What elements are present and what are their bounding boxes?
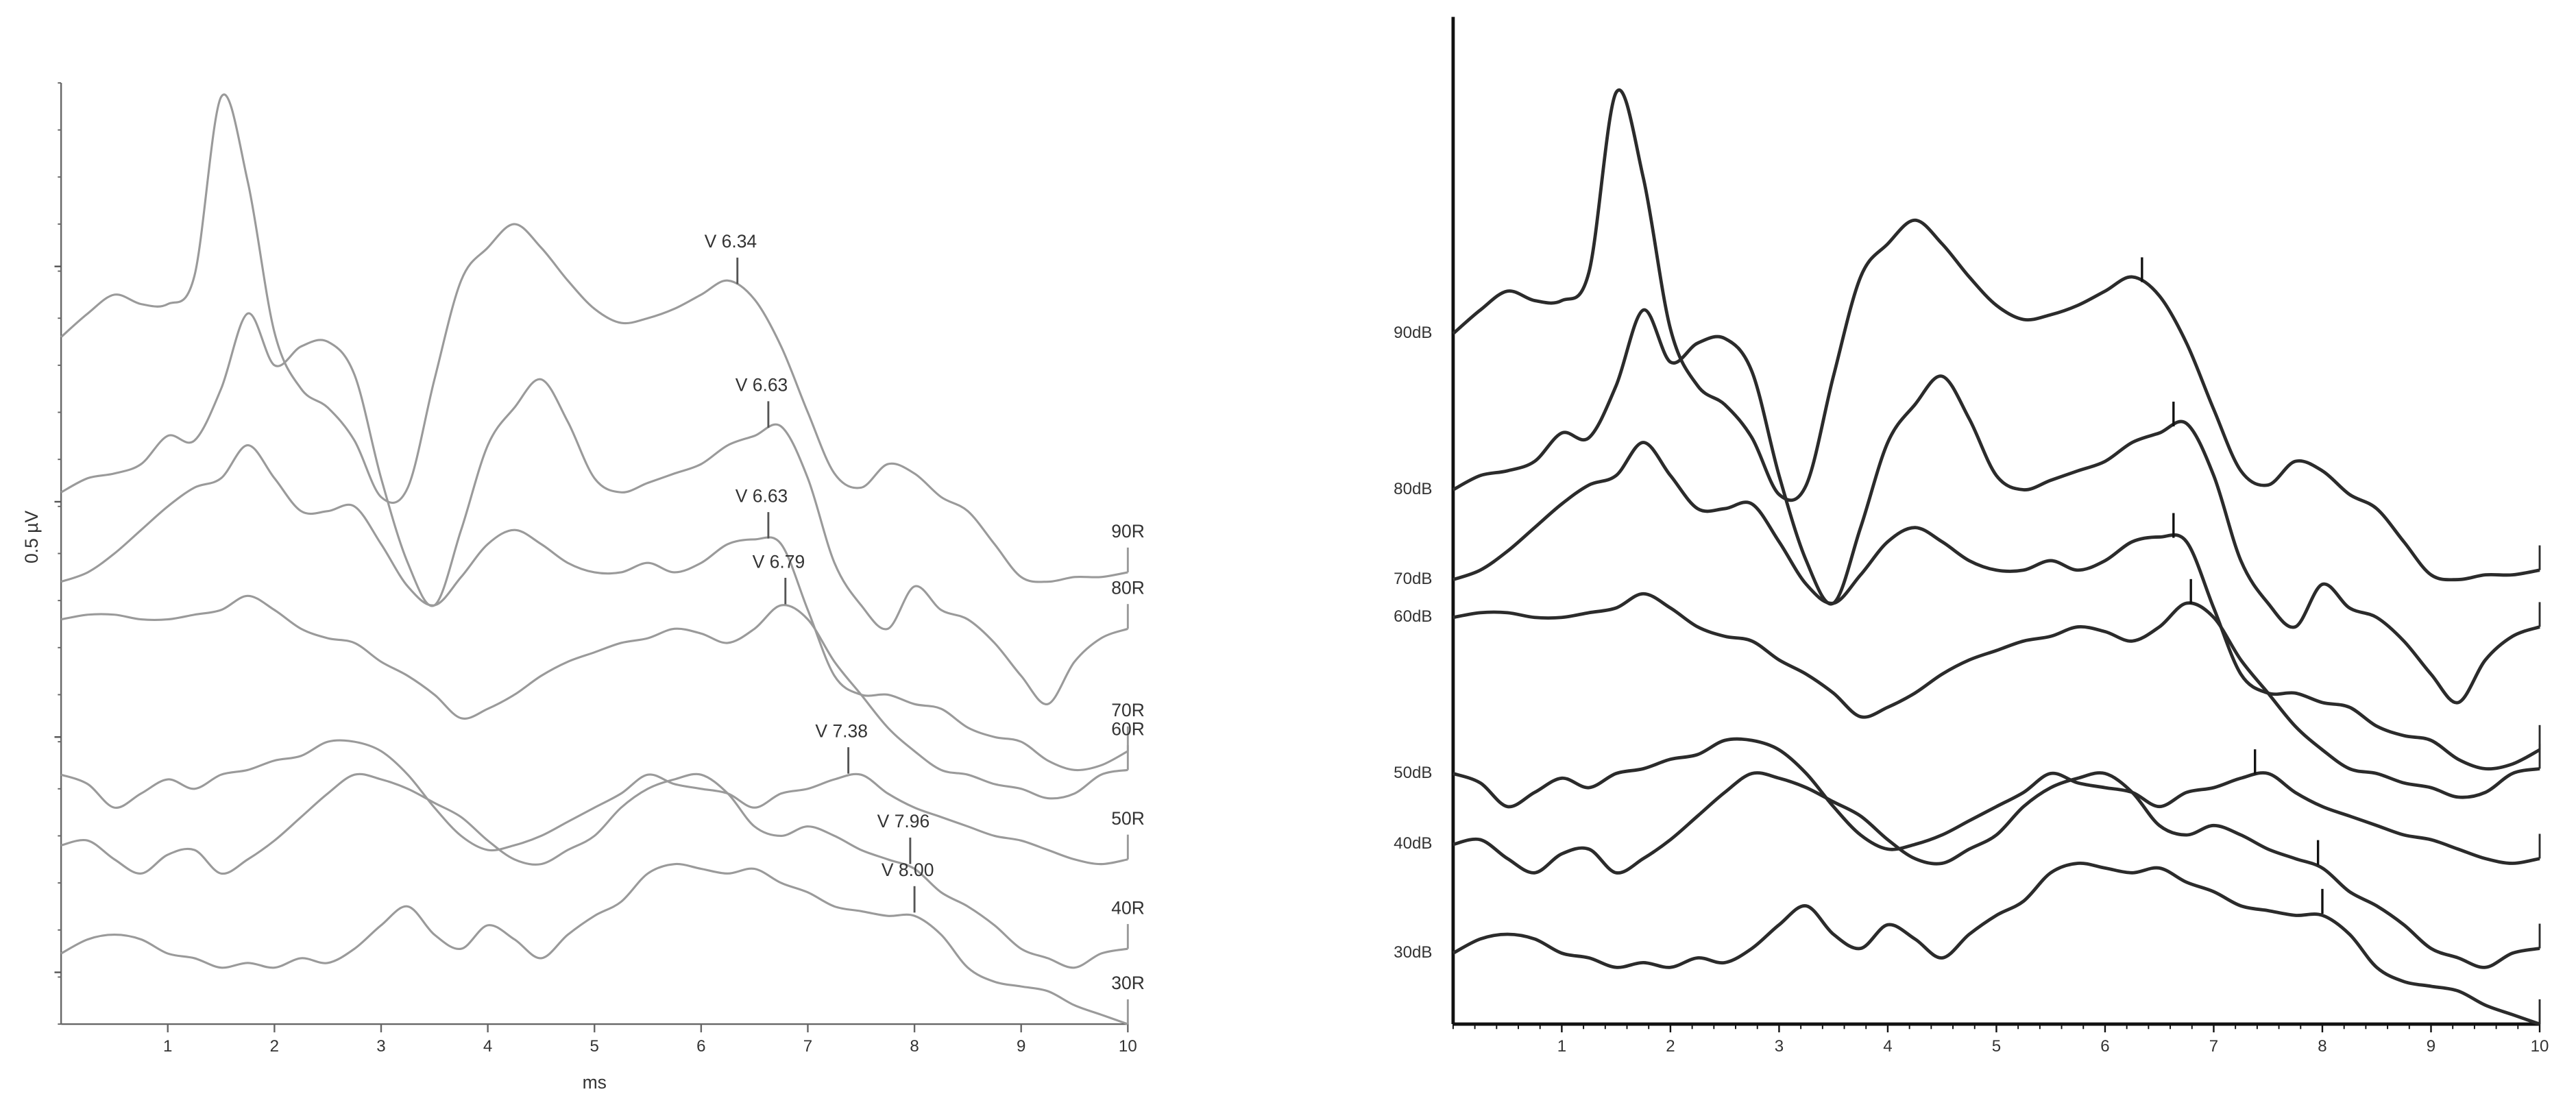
waveform xyxy=(1452,88,2540,582)
peak-label: V 7.38 xyxy=(815,720,868,741)
x-tick-label: 3 xyxy=(1775,1037,1784,1056)
x-tick-label: 4 xyxy=(483,1037,492,1056)
waveform xyxy=(60,862,1128,1025)
x-tick-label: 5 xyxy=(1992,1037,2001,1056)
x-tick-label: 7 xyxy=(803,1037,812,1056)
peak-label: V 6.63 xyxy=(736,375,788,396)
waveform xyxy=(1453,737,2540,865)
waveform xyxy=(1453,771,2540,969)
series-label: 80dB xyxy=(1394,480,1432,498)
x-tick-label: 6 xyxy=(2100,1037,2109,1056)
x-tick-label: 2 xyxy=(270,1037,279,1056)
series-label: 60R xyxy=(1111,719,1145,740)
x-tick-label: 5 xyxy=(590,1037,599,1056)
waveform xyxy=(1453,592,2540,799)
x-tick-label: 2 xyxy=(1666,1037,1675,1056)
series-label: 80R xyxy=(1111,578,1145,598)
x-tick-label: 9 xyxy=(1017,1037,1025,1056)
peak-label: V 8.00 xyxy=(882,860,934,880)
series-label: 40R xyxy=(1111,897,1145,918)
series-label: 30dB xyxy=(1394,943,1432,962)
series-label: 30R xyxy=(1111,973,1145,993)
series-label: 70dB xyxy=(1394,570,1432,588)
waveform xyxy=(60,773,1128,969)
x-tick-label: 10 xyxy=(1119,1037,1137,1056)
waveform xyxy=(60,594,1128,800)
x-tick-label: 4 xyxy=(1883,1037,1892,1056)
x-tick-label: 6 xyxy=(696,1037,705,1056)
waveform xyxy=(60,739,1128,866)
series-label: 60dB xyxy=(1394,607,1432,626)
x-tick-label: 10 xyxy=(2531,1037,2549,1056)
x-tick-label: 8 xyxy=(2318,1037,2326,1056)
x-axis-title: ms xyxy=(583,1072,607,1093)
peak-label: V 6.34 xyxy=(705,231,757,252)
x-tick-label: 3 xyxy=(376,1037,385,1056)
waveform xyxy=(60,444,1129,772)
waveform xyxy=(60,312,1128,705)
x-tick-label: 8 xyxy=(910,1037,919,1056)
waveform xyxy=(1452,861,2540,1026)
series-label: 50dB xyxy=(1394,764,1432,782)
series-label: 70R xyxy=(1111,700,1145,720)
x-tick-label: 7 xyxy=(2209,1037,2218,1056)
x-tick-label: 1 xyxy=(1557,1037,1566,1056)
y-axis-title: 0.5 µV xyxy=(21,511,42,563)
series-label: 40dB xyxy=(1394,834,1432,853)
series-label: 90R xyxy=(1111,521,1145,542)
waveform xyxy=(1452,308,2540,705)
peak-label: V 7.96 xyxy=(877,811,930,831)
peak-label: V 6.63 xyxy=(736,485,788,506)
series-label: 50R xyxy=(1111,808,1145,829)
x-tick-label: 9 xyxy=(2427,1037,2435,1056)
peak-label: V 6.79 xyxy=(753,551,805,572)
waveform xyxy=(1453,441,2541,771)
waveform xyxy=(60,93,1128,583)
x-tick-label: 1 xyxy=(163,1037,172,1056)
series-label: 90dB xyxy=(1394,324,1432,342)
